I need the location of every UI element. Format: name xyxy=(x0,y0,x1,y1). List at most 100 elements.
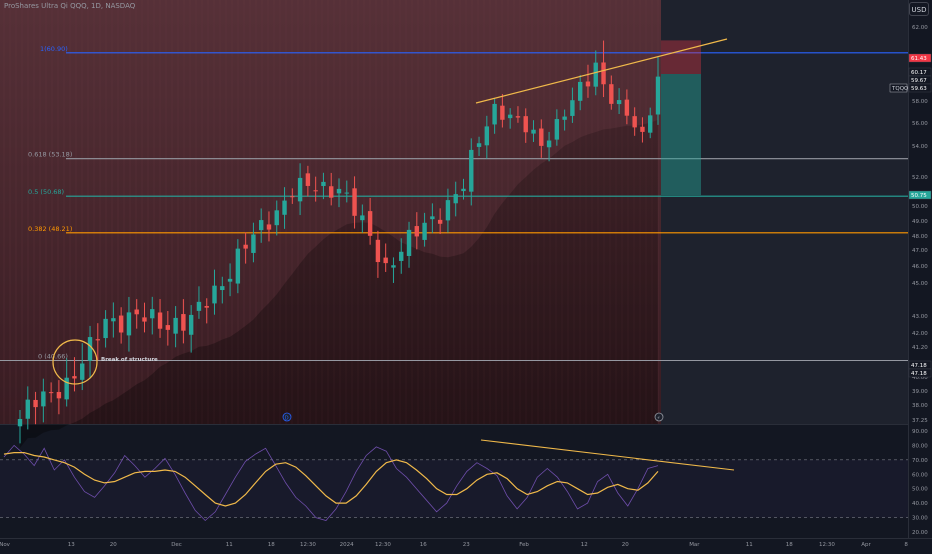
candle-body xyxy=(33,399,38,408)
candle-body xyxy=(593,62,598,87)
price-tick-label: 49.00 xyxy=(912,219,928,225)
fib-label: 0 (40.66) xyxy=(38,353,68,361)
rsi-tick-label: 50.00 xyxy=(912,487,928,493)
time-tick-label: 2024 xyxy=(340,542,354,548)
candle-body xyxy=(336,188,342,194)
candle-body xyxy=(344,192,349,194)
candle-body xyxy=(570,100,575,116)
earnings-marker-label: ⚡ xyxy=(657,415,661,421)
time-tick-label: 20 xyxy=(622,542,629,548)
price-tick-label: 37.25 xyxy=(912,418,928,424)
candle-body xyxy=(17,419,23,427)
fib-label: 1(60.90) xyxy=(40,45,68,53)
moving-average-area xyxy=(20,119,658,448)
candle-body xyxy=(367,211,373,236)
candle-body xyxy=(181,314,186,331)
rsi-divergence-trendline xyxy=(480,439,735,471)
price-tick-label: 56.00 xyxy=(912,121,928,127)
candle-body xyxy=(585,81,591,87)
rsi-tick-label: 90.00 xyxy=(912,429,928,435)
candle-body xyxy=(445,200,451,221)
price-tag-box xyxy=(908,53,932,63)
candle-body xyxy=(360,215,365,221)
rsi-background xyxy=(0,425,908,538)
candle-body xyxy=(196,301,202,311)
time-tick-label: 11 xyxy=(226,542,233,548)
candle-body xyxy=(111,318,116,322)
resistance-trendline xyxy=(475,38,728,104)
candle-body xyxy=(616,100,622,105)
candle-body xyxy=(25,399,30,419)
price-tag-text: 61.43 xyxy=(911,56,927,62)
price-tick-label: 47.00 xyxy=(912,248,928,254)
time-tick-label: Mar xyxy=(689,542,700,548)
candle-body xyxy=(313,190,318,192)
time-tick-label: 8 xyxy=(904,542,908,548)
candle-body xyxy=(507,114,513,119)
ma-area xyxy=(20,119,658,448)
candle-body xyxy=(235,248,241,284)
candle-body xyxy=(577,81,583,101)
candle-body xyxy=(469,149,474,192)
candle-body xyxy=(72,376,77,379)
candle-body xyxy=(609,84,614,104)
candle-body xyxy=(80,363,85,380)
price-tag-text: 47.18 xyxy=(911,363,927,369)
candle-body xyxy=(134,309,139,315)
candle-body xyxy=(414,226,420,237)
time-tick-label: Dec xyxy=(171,542,182,548)
price-tag-box xyxy=(908,83,932,93)
candle-body xyxy=(601,62,606,85)
candle-body xyxy=(399,251,404,261)
rsi-tick-label: 40.00 xyxy=(912,501,928,507)
candle-body xyxy=(484,126,490,146)
candle-body xyxy=(624,99,630,116)
candle-body xyxy=(87,337,93,361)
fib-label: 0.382 (48.21) xyxy=(28,225,72,233)
price-tick-label: 38.00 xyxy=(912,403,928,409)
time-tick-label: Feb xyxy=(519,542,529,548)
candle-body xyxy=(204,306,209,308)
candle-body xyxy=(422,222,427,240)
candle-body xyxy=(258,220,264,231)
price-tag-box xyxy=(908,190,932,200)
candle-body xyxy=(375,239,381,263)
dividend-marker xyxy=(282,412,292,422)
candle-body xyxy=(321,181,326,187)
candle-body xyxy=(648,115,653,133)
price-tick-label: 40.00 xyxy=(912,375,928,381)
candle-body xyxy=(352,188,357,216)
candle-body xyxy=(655,76,661,115)
price-tick-label: 58.00 xyxy=(912,99,928,105)
fib-label: 0.618 (53.18) xyxy=(28,151,72,159)
time-tick-label: 13 xyxy=(68,542,75,548)
symbol-tag-box xyxy=(889,83,908,93)
candle-body xyxy=(64,377,69,400)
price-tick-label: 43.00 xyxy=(912,314,928,320)
price-tick-label: 50.00 xyxy=(912,204,928,210)
long-position-tool[interactable] xyxy=(661,40,701,196)
candle-body xyxy=(531,129,536,134)
time-tick-label: 12:30 xyxy=(300,542,316,548)
price-tag-text: 59.63 xyxy=(911,86,927,92)
currency-button[interactable]: USD xyxy=(909,2,929,16)
time-tick-label: 18 xyxy=(786,542,793,548)
candle-body xyxy=(251,234,256,253)
dividend-marker-label: D xyxy=(285,415,289,421)
candle-body xyxy=(282,200,287,215)
price-tick-label: 39.00 xyxy=(912,389,928,395)
candle-body xyxy=(126,312,132,336)
position-stop-zone xyxy=(661,74,701,196)
candle-body xyxy=(383,257,388,264)
price-tick-label: 46.00 xyxy=(912,264,928,270)
fibonacci-levels[interactable]: 1(60.90) 0.618 (53.18) 0.5 (50.68) 0.382 (4… xyxy=(0,45,908,362)
candle-body xyxy=(562,116,567,120)
rsi-ma-line xyxy=(3,452,659,507)
price-tick-label: 48.00 xyxy=(912,234,928,240)
candle-body xyxy=(515,116,521,118)
drawings[interactable]: Break of structure D ⚡ xyxy=(52,38,728,422)
rsi-pane[interactable] xyxy=(0,439,908,522)
candle-body xyxy=(173,317,178,334)
